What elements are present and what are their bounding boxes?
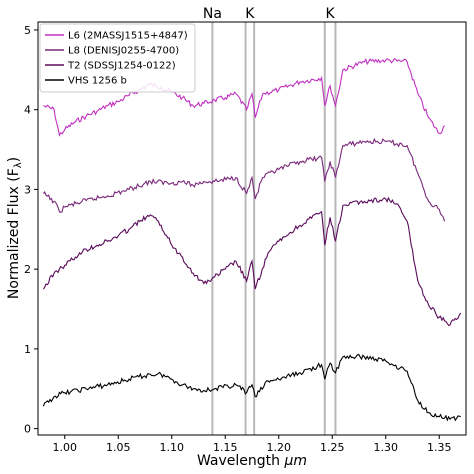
y-tick-label-2: 2 [24, 263, 31, 276]
line-label-0: Na [203, 6, 222, 22]
legend-entry-3: VHS 1256 b [68, 76, 127, 87]
y-tick-label-0: 0 [24, 423, 31, 436]
series-line-1 [42, 137, 446, 222]
x-axis-ticks: 1.00 1.05 1.10 1.15 1.20 1.25 1.30 1.35 [53, 435, 452, 454]
legend-entry-2: T2 (SDSSJ1254-0122) [67, 61, 176, 72]
y-tick-label-1: 1 [24, 343, 31, 356]
x-tick-label-0: 1.00 [53, 441, 78, 454]
legend-entry-0: L6 (2MASSJ1515+4847) [68, 31, 188, 42]
spectral-line-labels: Na K K [203, 6, 336, 22]
spectra-series [42, 58, 462, 422]
x-tick-label-6: 1.30 [374, 441, 399, 454]
x-tick-label-3: 1.15 [213, 441, 238, 454]
x-axis-label: Wavelength μm [197, 453, 307, 469]
line-label-1: K [245, 6, 255, 22]
y-tick-label-4: 4 [24, 104, 31, 117]
y-tick-label-5: 5 [24, 24, 31, 37]
line-label-2: K [326, 6, 336, 22]
x-tick-label-5: 1.25 [320, 441, 345, 454]
series-line-2 [42, 196, 462, 327]
y-axis-label: Normalized Flux (Fλ) [6, 157, 24, 299]
plot-frame [37, 21, 467, 436]
legend: L6 (2MASSJ1515+4847) L8 (DENISJ0255-4700)… [39, 23, 196, 93]
series-line-0 [43, 58, 446, 137]
legend-entry-1: L8 (DENISJ0255-4700) [68, 46, 179, 57]
y-tick-label-3: 3 [24, 183, 31, 196]
series-line-3 [42, 353, 461, 422]
spectral-line-markers [211, 22, 337, 435]
x-tick-label-7: 1.35 [427, 441, 452, 454]
legend-box [39, 23, 196, 93]
x-tick-label-4: 1.20 [267, 441, 292, 454]
x-tick-label-1: 1.05 [106, 441, 131, 454]
y-axis-ticks: 0 1 2 3 4 5 [24, 24, 38, 436]
x-tick-label-2: 1.10 [160, 441, 185, 454]
